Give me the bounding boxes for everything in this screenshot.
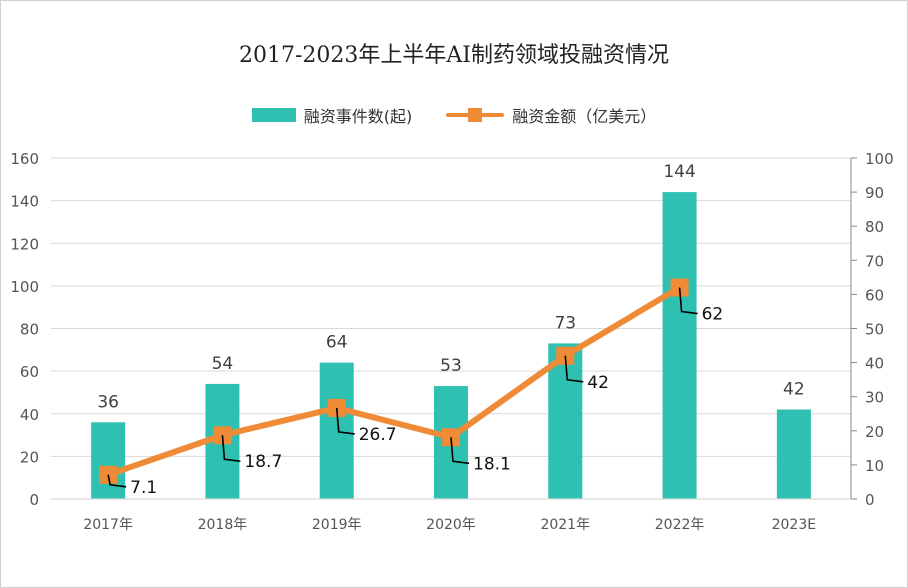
bar-value-label: 73 [554, 313, 576, 333]
y-right-tick-label: 70 [865, 252, 884, 270]
y-left-tick-label: 80 [20, 321, 39, 339]
x-tick-label: 2023E [772, 517, 816, 533]
data-label-leader [221, 435, 241, 463]
line-value-label: 18.7 [244, 452, 282, 472]
y-right-tick-label: 90 [865, 184, 884, 202]
bar [662, 192, 697, 499]
data-label-leader [107, 474, 127, 488]
y-left-tick-label: 160 [10, 150, 39, 168]
bar [548, 343, 583, 499]
bar [319, 362, 354, 499]
bar [91, 422, 126, 499]
x-tick-label: 2021年 [540, 517, 590, 533]
y-left-tick-label: 60 [20, 363, 39, 381]
bar-value-label: 54 [212, 354, 234, 374]
bar-value-label: 53 [440, 356, 462, 376]
legend-bar-swatch [251, 108, 296, 122]
data-label-leader [335, 407, 355, 435]
legend-line-swatch [446, 108, 505, 122]
x-tick-label: 2017年 [83, 517, 133, 533]
data-label-leader [678, 287, 698, 315]
y-left-tick-label: 140 [10, 193, 39, 211]
legend-line-label: 融资金额（亿美元） [512, 107, 657, 126]
line-value-label: 18.1 [473, 454, 511, 474]
bar-value-label: 144 [663, 162, 695, 182]
y-right-tick-label: 40 [865, 355, 884, 373]
legend-item-bar: 融资事件数(起) [251, 103, 413, 127]
line-series [105, 284, 683, 478]
bar-value-label: 42 [783, 379, 805, 399]
line-value-label: 7.1 [130, 478, 157, 498]
y-left-tick-label: 100 [10, 278, 39, 296]
y-right-tick-label: 0 [865, 491, 875, 509]
bar-value-label: 36 [97, 392, 119, 412]
bar [776, 409, 811, 499]
line-value-label: 42 [587, 373, 609, 393]
legend-bar-label: 融资事件数(起) [303, 107, 413, 126]
y-right-tick-label: 100 [865, 150, 894, 168]
x-tick-label: 2018年 [198, 517, 248, 533]
y-right-tick-label: 80 [865, 218, 884, 236]
x-tick-label: 2019年 [312, 517, 362, 533]
y-left-tick-label: 0 [29, 491, 39, 509]
y-left-tick-label: 20 [20, 448, 39, 466]
y-right-tick-label: 20 [865, 423, 884, 441]
legend: 融资事件数(起) 融资金额（亿美元） [1, 103, 907, 127]
data-label-leader [450, 437, 470, 465]
chart-title: 2017-2023年上半年AI制药领域投融资情况 [239, 43, 669, 68]
data-label-leader [564, 355, 584, 383]
x-tick-label: 2022年 [655, 517, 705, 533]
x-tick-label: 2020年 [426, 517, 476, 533]
y-right-tick-label: 50 [865, 321, 884, 339]
line-value-label: 62 [702, 305, 724, 325]
bar-value-label: 64 [326, 333, 348, 353]
y-left-tick-label: 120 [10, 235, 39, 253]
line-value-label: 26.7 [359, 425, 397, 445]
y-right-tick-label: 60 [865, 286, 884, 304]
y-right-tick-label: 30 [865, 389, 884, 407]
legend-item-line: 融资金额（亿美元） [446, 103, 656, 127]
y-left-tick-label: 40 [20, 406, 39, 424]
y-right-tick-label: 10 [865, 457, 884, 475]
